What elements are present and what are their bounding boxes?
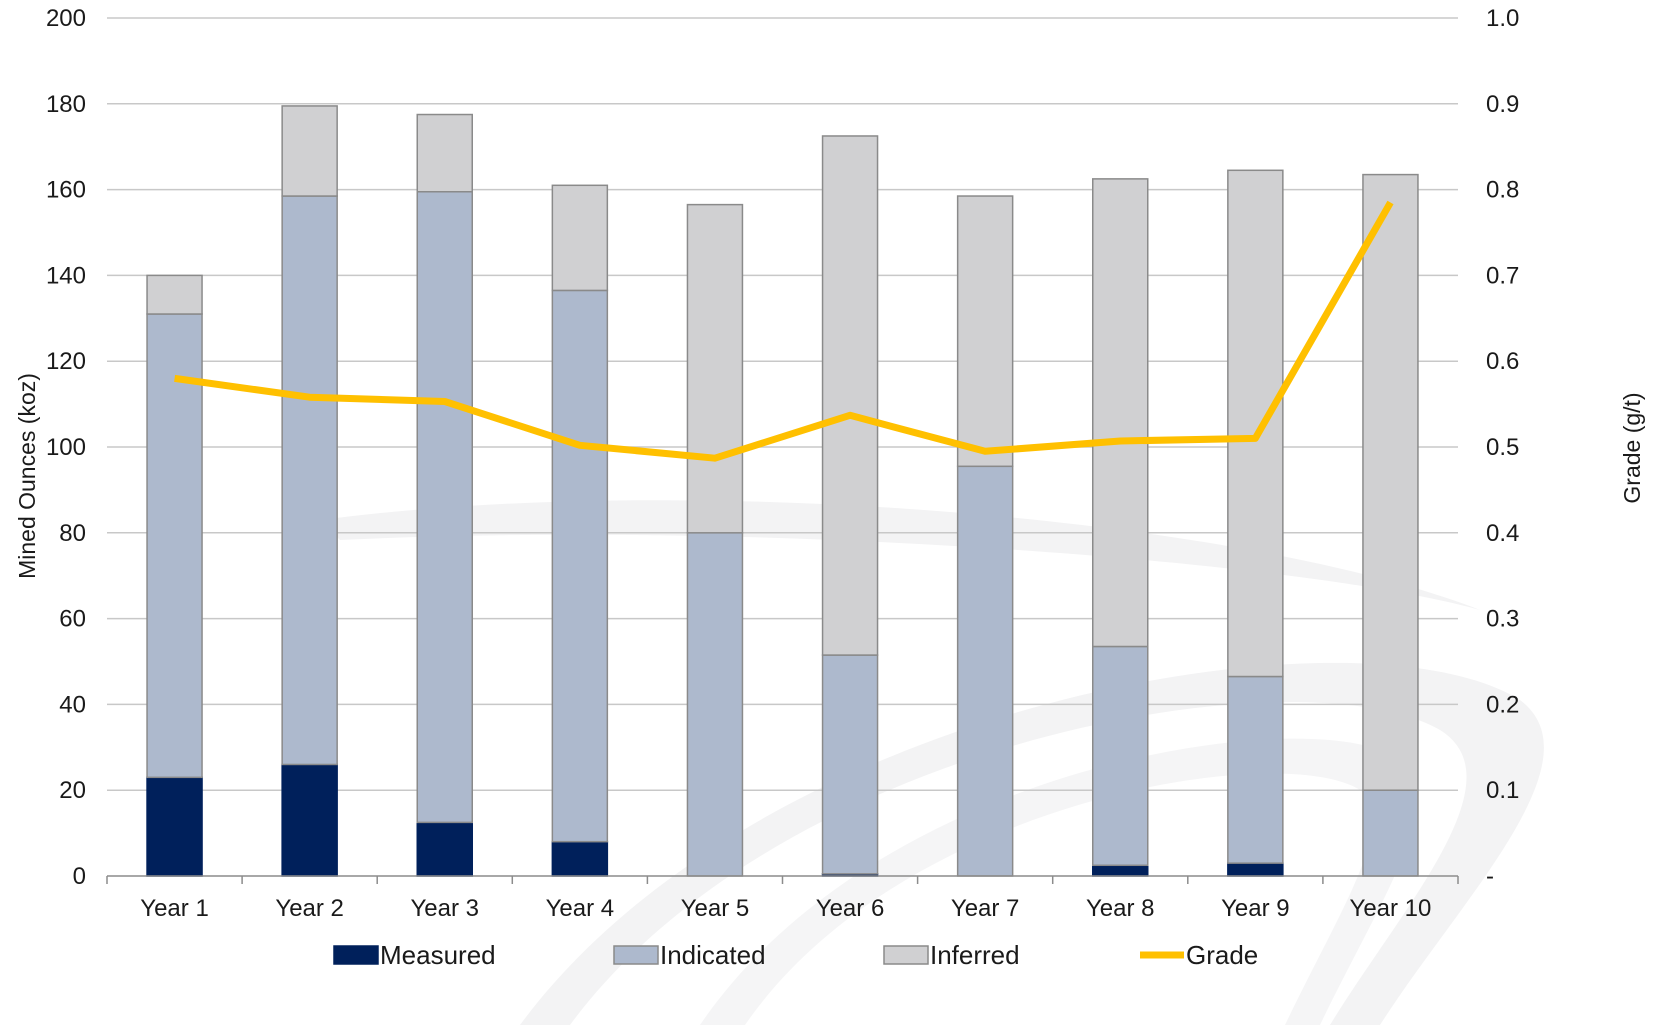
bar-inferred-2 — [281, 105, 338, 197]
y-tick-label: 100 — [46, 434, 86, 461]
y2-tick-label: 1.0 — [1486, 5, 1519, 32]
y-tick-label: 40 — [59, 691, 86, 718]
x-axis-ticks: Year 1 Year 2 Year 3 Year 4 Year 5 Year 6 Year… — [140, 895, 1431, 922]
bar-inferred-8 — [1092, 178, 1149, 648]
bar-measured-3 — [416, 821, 473, 877]
x-tick-label: Year 3 — [410, 895, 479, 922]
x-tick-label: Year 2 — [275, 895, 344, 922]
bar-inferred-3 — [416, 113, 473, 193]
bar-measured-4 — [551, 840, 609, 877]
bar-measured-2 — [281, 763, 338, 877]
legend-label-measured: Measured — [380, 940, 496, 970]
y-tick-label: 200 — [46, 5, 86, 32]
bar-inferred-7 — [956, 195, 1014, 468]
x-tick-label: Year 10 — [1350, 895, 1432, 922]
y2-tick-label: 0.8 — [1486, 177, 1519, 204]
y-tick-label: 140 — [46, 262, 86, 289]
y-tick-label: 20 — [59, 777, 86, 804]
x-axis-line — [106, 875, 1459, 884]
bar-indicated-8 — [1092, 645, 1149, 867]
y-tick-label: 160 — [46, 177, 86, 204]
y2-tick-label: 0.4 — [1486, 520, 1519, 547]
y-tick-label: 80 — [59, 520, 86, 547]
legend-label-grade: Grade — [1186, 940, 1258, 970]
bar-inferred-6 — [821, 135, 879, 656]
y2-tick-label: 0.3 — [1486, 606, 1519, 633]
x-tick-label: Year 8 — [1086, 895, 1155, 922]
x-tick-label: Year 5 — [681, 895, 750, 922]
y-tick-label: 120 — [46, 348, 86, 375]
bar-measured-8 — [1092, 864, 1149, 877]
bar-indicated-6 — [821, 654, 879, 875]
bar-measured-1 — [146, 776, 203, 877]
x-tick-label: Year 9 — [1221, 895, 1290, 922]
x-tick-label: Year 6 — [816, 895, 885, 922]
x-tick-label: Year 1 — [140, 895, 209, 922]
bar-inferred-5 — [686, 203, 744, 534]
grade-series-line — [174, 200, 1394, 462]
y2-tick-label: 0.1 — [1486, 777, 1519, 804]
y2-tick-label: - — [1486, 863, 1494, 890]
right-axis-ticks: - 0.1 0.2 0.3 0.4 0.5 0.6 0.7 0.8 0.9 1.0 — [1486, 5, 1519, 890]
legend-swatch-inferred — [883, 945, 929, 965]
bar-indicated-1 — [146, 313, 203, 779]
y-axis-title: Mined Ounces (koz) — [14, 373, 40, 579]
bar-inferred-10 — [1362, 173, 1419, 791]
bar-indicated-9 — [1227, 675, 1284, 864]
bars — [146, 105, 1419, 877]
legend-swatch-measured — [333, 945, 379, 965]
y2-tick-label: 0.5 — [1486, 434, 1519, 461]
x-tick-label: Year 4 — [546, 895, 615, 922]
y-tick-label: 60 — [59, 606, 86, 633]
bar-indicated-3 — [416, 190, 473, 824]
bar-indicated-10 — [1362, 789, 1419, 877]
y2-tick-label: 0.6 — [1486, 348, 1519, 375]
bar-measured-9 — [1227, 862, 1284, 877]
y2-tick-label: 0.9 — [1486, 91, 1519, 118]
y2-tick-label: 0.7 — [1486, 262, 1519, 289]
bar-inferred-9 — [1227, 169, 1284, 678]
bar-indicated-4 — [551, 289, 609, 843]
bar-indicated-5 — [686, 532, 744, 877]
y-tick-label: 0 — [73, 863, 86, 890]
bar-inferred-4 — [551, 184, 609, 292]
legend-swatch-indicated — [613, 945, 659, 965]
legend-label-indicated: Indicated — [660, 940, 766, 970]
legend: Measured Indicated Inferred Grade — [333, 940, 1258, 970]
bar-indicated-2 — [281, 195, 338, 766]
y2-axis-title: Grade (g/t) — [1619, 392, 1645, 503]
bar-indicated-7 — [956, 465, 1014, 877]
left-axis-ticks: 0 20 40 60 80 100 120 140 160 180 200 — [46, 5, 86, 890]
y2-tick-label: 0.2 — [1486, 691, 1519, 718]
y-tick-label: 180 — [46, 91, 86, 118]
grade-line — [174, 200, 1394, 462]
legend-label-inferred: Inferred — [930, 940, 1020, 970]
bar-inferred-1 — [146, 274, 203, 315]
x-tick-label: Year 7 — [951, 895, 1020, 922]
